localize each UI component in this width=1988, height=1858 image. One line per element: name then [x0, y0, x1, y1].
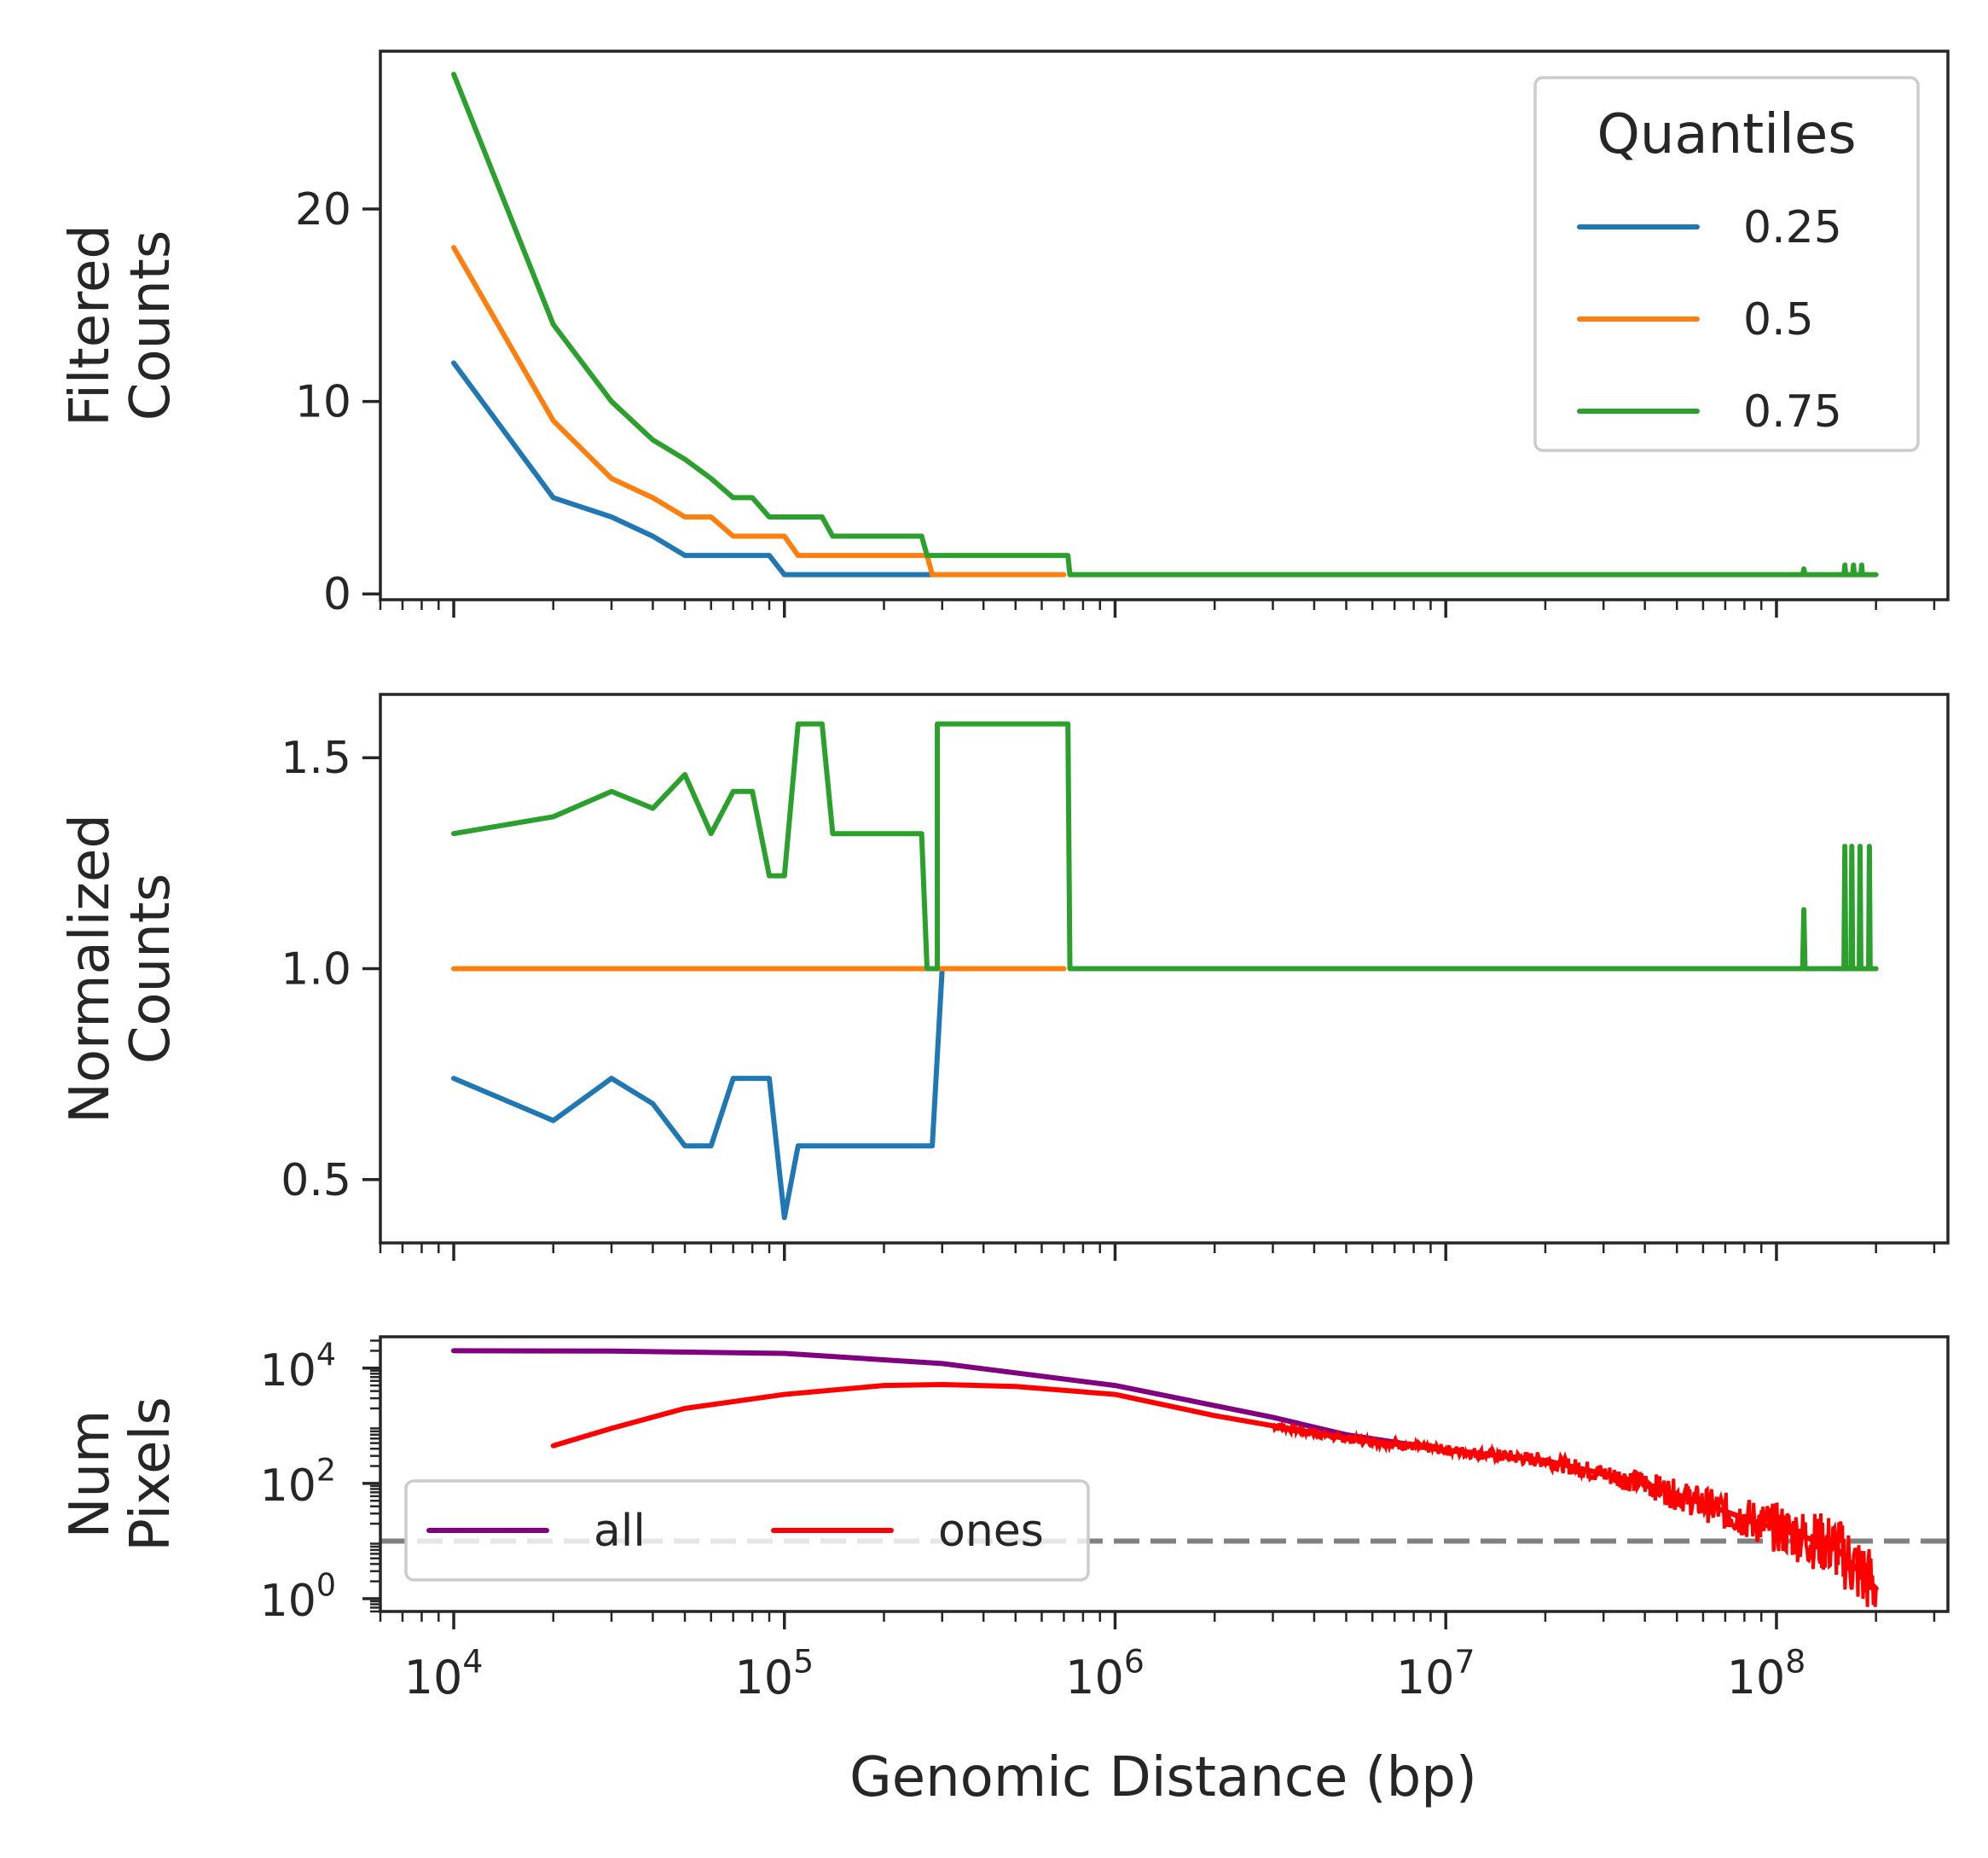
y-axis-label-line: Counts [119, 230, 183, 421]
series-noise-ones [1272, 1420, 1878, 1607]
series-line-0.75 [451, 721, 1879, 972]
legend-label: 0.25 [1743, 202, 1842, 253]
y-axis-label: NormalizedCounts [59, 814, 183, 1124]
axes-frame [379, 1335, 1950, 1613]
y-axis-label-line: Counts [119, 874, 183, 1064]
x-tick-label: 107 [1396, 1643, 1475, 1704]
legend-box [1533, 76, 1920, 452]
y-axis-label: FilteredCounts [59, 224, 183, 427]
legend-box [404, 1479, 1090, 1582]
plot-area [451, 721, 1879, 1221]
x-tick-label: 106 [1065, 1643, 1145, 1704]
legend-label: 0.75 [1743, 386, 1842, 438]
y-tick-label: 100 [260, 1567, 336, 1627]
y-tick-label: 0 [323, 569, 351, 620]
subplot-2: 0.5 1.0 1.5 NormalizedCounts [59, 693, 1950, 1261]
series-line-0.5 [451, 245, 1067, 578]
y-tick-label: 10 [295, 377, 351, 428]
y-axis-label: NumPixels [59, 1396, 183, 1551]
subplots: 01020FilteredCountsQuantiles0.250.50.750… [59, 49, 1950, 1704]
x-tick-label: 108 [1727, 1643, 1806, 1704]
y-tick-label: 0.5 [281, 1155, 351, 1206]
legend-label: all [594, 1506, 646, 1557]
x-tick-label: 104 [404, 1643, 484, 1704]
plot-area [380, 1348, 1948, 1607]
x-axis-label: Genomic Distance (bp) [849, 1746, 1477, 1809]
legend-label: ones [938, 1506, 1044, 1557]
y-tick-label: 104 [260, 1336, 336, 1396]
series-line-0.75 [451, 72, 1879, 578]
subplot-1: 0 10 20 FilteredCounts Quantiles 0.25 0.5 0.75 [59, 49, 1950, 620]
legend-label: 0.5 [1743, 294, 1814, 345]
series-line-0.25 [451, 966, 945, 1221]
legend-title: Quantiles [1597, 103, 1856, 166]
subplot-3: 104 105 106 107 108 100 102 104 NumPixels all ones [59, 1335, 1950, 1704]
y-tick-label: 1.0 [281, 944, 351, 996]
y-axis-label-line: Filtered [59, 224, 122, 427]
axes-frame [379, 693, 1950, 1245]
x-tick-label: 105 [734, 1643, 814, 1704]
y-axis-label-line: Num [59, 1410, 122, 1539]
y-tick-label: 20 [295, 184, 351, 235]
y-tick-label: 1.5 [281, 733, 351, 784]
series-line-0.25 [451, 360, 936, 578]
axes-frame [379, 49, 1950, 601]
plot-area [451, 72, 1879, 578]
y-axis-label-line: Normalized [59, 814, 122, 1124]
y-tick-label: 102 [260, 1451, 336, 1511]
y-axis-label-line: Pixels [119, 1396, 183, 1551]
